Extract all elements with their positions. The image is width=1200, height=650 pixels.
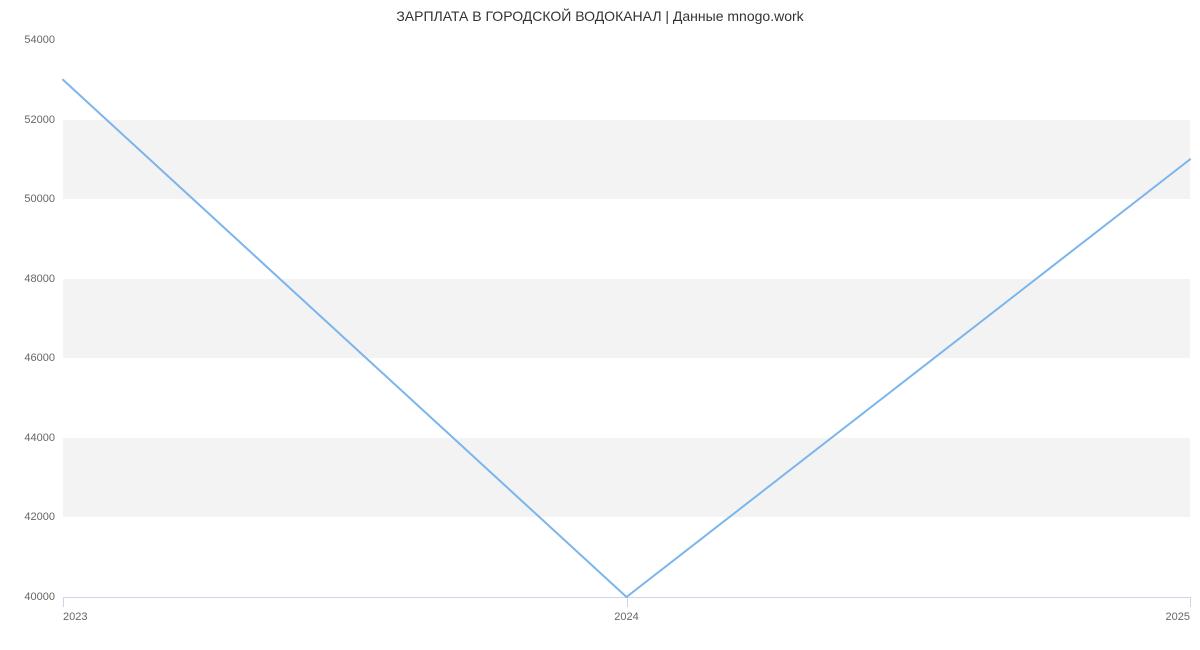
x-axis-tick-label: 2024 [614, 611, 638, 623]
y-axis-tick-label: 50000 [24, 193, 55, 205]
y-axis-tick-label: 44000 [24, 432, 55, 444]
y-axis-tick-label: 48000 [24, 273, 55, 285]
y-axis-tick-label: 42000 [24, 511, 55, 523]
x-axis-tick-label: 2023 [63, 611, 87, 623]
y-axis-tick-label: 46000 [24, 352, 55, 364]
x-axis-tick [1190, 597, 1191, 607]
x-axis-tick-label: 2025 [1166, 611, 1190, 623]
y-axis-tick-label: 54000 [24, 34, 55, 46]
chart-title: ЗАРПЛАТА В ГОРОДСКОЙ ВОДОКАНАЛ | Данные … [0, 8, 1200, 24]
x-axis-tick [63, 597, 64, 607]
y-axis-tick-label: 40000 [24, 591, 55, 603]
series-line [63, 40, 1190, 597]
x-axis-tick [627, 597, 628, 607]
y-axis-tick-label: 52000 [24, 114, 55, 126]
chart-container: ЗАРПЛАТА В ГОРОДСКОЙ ВОДОКАНАЛ | Данные … [0, 0, 1200, 650]
plot-area: 4000042000440004600048000500005200054000… [63, 40, 1190, 597]
